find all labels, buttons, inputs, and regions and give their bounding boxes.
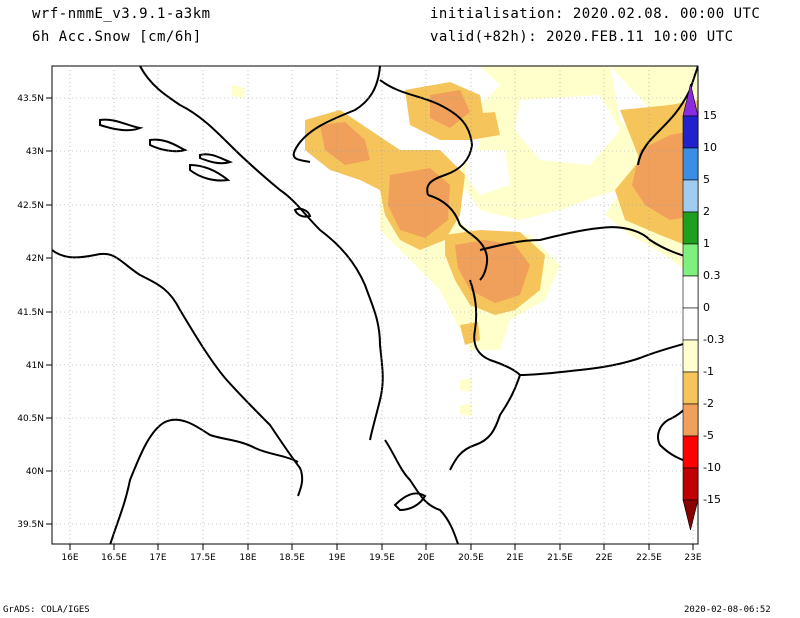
- colorbar-label: -0.3: [703, 333, 724, 346]
- colorbar-box: [682, 307, 699, 341]
- island-outline: [189, 163, 231, 182]
- lon-label: 23E: [684, 553, 701, 563]
- colorbar-box: [682, 371, 699, 405]
- country-border: [469, 279, 521, 376]
- island-outline: [293, 207, 312, 218]
- colorbar-labels: 15 10 5 2 1 0.3 0 -0.3 -1 -2 -5 -10 -15: [703, 109, 724, 506]
- country-border: [379, 79, 474, 196]
- colorbar-box: [682, 435, 699, 469]
- lon-label: 17.5E: [190, 553, 216, 563]
- lon-label: 19E: [328, 553, 345, 563]
- colorbar-box: [682, 115, 699, 149]
- field-title: 6h Acc.Snow [cm/6h]: [32, 29, 202, 45]
- coastline: [393, 492, 427, 512]
- colorbar-box: [682, 339, 699, 373]
- country-border: [449, 374, 521, 471]
- colorbar-box: [682, 403, 699, 437]
- longitude-labels: 16E 16.5E 17E 17.5E 18E 18.5E 19E 19.5E …: [61, 553, 701, 563]
- colorbar-box: [682, 211, 699, 245]
- island-outline: [199, 153, 234, 165]
- country-border: [637, 66, 698, 166]
- colorbar-label: 10: [703, 141, 717, 154]
- island-outline: [99, 118, 144, 132]
- snow-area-heavy: [632, 130, 698, 220]
- colorbar-boxes: [682, 83, 699, 531]
- island-outline: [149, 138, 188, 153]
- lat-label: 41.5N: [17, 308, 44, 318]
- lat-label: 40.5N: [17, 414, 44, 424]
- country-border: [519, 339, 698, 376]
- snow-area-light: [232, 85, 245, 98]
- snow-area-heavy: [388, 168, 450, 238]
- lon-label: 20.5E: [458, 553, 484, 563]
- colorbar-label: 0: [703, 301, 710, 314]
- lon-label: 17E: [149, 553, 166, 563]
- snow-field-layer: [140, 66, 698, 416]
- lat-label: 43.5N: [17, 94, 44, 104]
- init-time: initialisation: 2020.02.08. 00:00 UTC: [430, 6, 761, 22]
- lon-label: 20E: [417, 553, 434, 563]
- lon-label: 21E: [506, 553, 523, 563]
- coastline-layer: [52, 66, 698, 544]
- lon-label: 21.5E: [547, 553, 573, 563]
- lon-label: 16E: [61, 553, 78, 563]
- country-border: [292, 66, 381, 163]
- colorbar-label: 0.3: [703, 269, 721, 282]
- colorbar-label: -5: [703, 429, 714, 442]
- lat-label: 43N: [26, 147, 44, 157]
- coastline: [52, 249, 304, 497]
- coastline: [109, 418, 299, 544]
- country-border: [427, 194, 489, 281]
- snow-gap: [465, 150, 510, 195]
- coastline: [139, 66, 384, 441]
- valid-time: valid(+82h): 2020.FEB.11 10:00 UTC: [430, 29, 734, 45]
- snow-area-heavy: [455, 240, 530, 303]
- colorbar-box: [682, 179, 699, 213]
- colorbar-box: [682, 467, 699, 501]
- model-title: wrf-nmmE_v3.9.1-a3km: [32, 6, 211, 22]
- colorbar-label: 1: [703, 237, 710, 250]
- lon-label: 22E: [595, 553, 612, 563]
- lat-label: 41N: [26, 361, 44, 371]
- colorbar-box: [682, 275, 699, 309]
- snow-area-light: [460, 404, 472, 416]
- footer-credit: GrADS: COLA/IGES: [3, 605, 90, 615]
- snow-area-heavy: [320, 122, 370, 165]
- colorbar-label: -1: [703, 365, 714, 378]
- lon-label: 19.5E: [369, 553, 395, 563]
- colorbar: 15 10 5 2 1 0.3 0 -0.3 -1 -2 -5 -10 -15: [682, 83, 724, 531]
- lat-label: 39.5N: [17, 520, 44, 530]
- lon-label: 22.5E: [636, 553, 662, 563]
- lon-label: 16.5E: [101, 553, 127, 563]
- snow-area-light: [460, 378, 472, 392]
- lon-label: 18.5E: [279, 553, 305, 563]
- coastline: [384, 439, 459, 544]
- colorbar-label: -10: [703, 461, 721, 474]
- colorbar-box: [682, 147, 699, 181]
- latitude-labels: 43.5N 43N 42.5N 42N 41.5N 41N 40.5N 40N …: [17, 94, 44, 530]
- lat-label: 40N: [26, 467, 44, 477]
- colorbar-label: -15: [703, 493, 721, 506]
- snow-gap: [515, 95, 620, 165]
- country-border: [479, 227, 601, 251]
- colorbar-label: 15: [703, 109, 717, 122]
- colorbar-label: 2: [703, 205, 710, 218]
- lat-label: 42.5N: [17, 201, 44, 211]
- lat-label: 42N: [26, 254, 44, 264]
- lon-label: 18E: [239, 553, 256, 563]
- footer-timestamp: 2020-02-08-06:52: [684, 605, 771, 615]
- colorbar-box: [682, 499, 699, 531]
- axis-ticks: [46, 97, 694, 550]
- colorbar-box: [682, 243, 699, 277]
- colorbar-label: -2: [703, 397, 714, 410]
- colorbar-label: 5: [703, 173, 710, 186]
